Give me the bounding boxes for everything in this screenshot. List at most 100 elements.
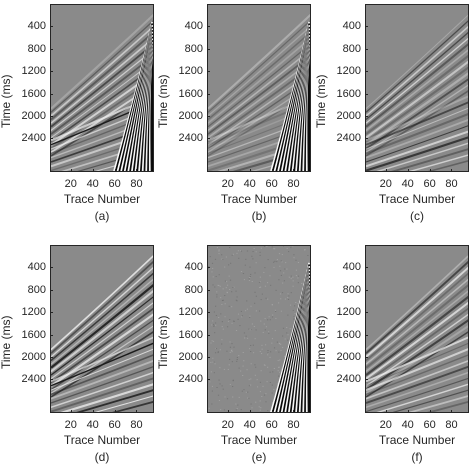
x-tick-mark <box>136 410 138 413</box>
reflection-event <box>366 354 468 395</box>
reflection-event <box>366 130 468 168</box>
reflection-event <box>51 359 153 400</box>
reflection-event <box>51 260 153 354</box>
y-tick-label: 400 <box>342 20 361 33</box>
reflection-event <box>391 148 468 171</box>
y-tick-label: 2400 <box>21 373 46 386</box>
y-tick-label: 2400 <box>178 373 203 386</box>
x-tick-label: 20 <box>64 178 77 190</box>
reflection-event <box>366 95 468 142</box>
y-tick-label: 400 <box>184 20 203 33</box>
x-tick-label: 20 <box>379 178 392 190</box>
y-tick-mark <box>50 138 53 140</box>
y-tick-label: 1200 <box>178 65 203 78</box>
x-tick-label: 40 <box>243 419 256 431</box>
x-tick-mark <box>227 169 229 172</box>
reflection-event <box>366 348 468 391</box>
reflection-event <box>366 113 468 155</box>
y-tick-label: 2400 <box>336 373 361 386</box>
y-tick-label: 2000 <box>21 110 46 122</box>
x-tick-mark <box>293 169 295 172</box>
y-tick-mark <box>50 312 53 314</box>
y-axis-label: Time (ms) <box>0 315 13 369</box>
reflection-event <box>51 319 153 391</box>
x-tick-label: 20 <box>221 178 234 190</box>
reflection-event <box>51 302 153 380</box>
reflection-event <box>94 395 153 412</box>
y-tick-label: 1600 <box>178 87 203 100</box>
reflection-event <box>51 296 153 376</box>
x-tick-mark <box>271 169 273 172</box>
y-tick-label: 800 <box>27 283 46 296</box>
y-tick-mark <box>365 379 368 381</box>
y-tick-mark <box>365 312 368 314</box>
reflection-event <box>366 371 468 408</box>
y-tick-label: 800 <box>27 42 46 55</box>
reflection-event <box>51 20 153 113</box>
y-tick-mark <box>365 289 368 291</box>
y-tick-mark <box>207 379 210 381</box>
reflection-event <box>366 136 468 171</box>
y-tick-label: 800 <box>342 42 361 55</box>
x-tick-label: 60 <box>265 419 278 431</box>
y-tick-mark <box>207 116 210 117</box>
reflection-event <box>208 26 310 117</box>
x-tick-label: 60 <box>265 178 278 190</box>
y-tick-mark <box>50 379 53 381</box>
linear-noise-event <box>307 298 310 412</box>
y-tick-label: 1600 <box>336 87 361 100</box>
y-tick-label: 2400 <box>178 132 203 145</box>
reflection-event <box>366 20 468 113</box>
y-tick-label: 1200 <box>336 306 361 319</box>
y-tick-mark <box>207 267 210 269</box>
reflection-event <box>51 313 153 387</box>
reflection-event <box>366 255 468 351</box>
x-tick-mark <box>293 410 295 413</box>
seismic-image <box>208 13 310 171</box>
reflection-event <box>366 284 468 369</box>
y-tick-mark <box>365 138 368 140</box>
y-tick-label: 1600 <box>21 87 46 100</box>
reflection-event <box>408 154 468 171</box>
reflection-event <box>51 377 153 412</box>
panel-caption: (b) <box>251 209 267 223</box>
reflection-event <box>366 72 468 146</box>
panel-caption: (a) <box>94 209 110 223</box>
seismic-plot <box>365 245 469 413</box>
reflection-event <box>51 354 153 396</box>
reflection-event <box>208 49 310 132</box>
x-tick-mark <box>451 410 453 413</box>
reflection-event <box>51 366 153 404</box>
reflection-event <box>51 31 153 121</box>
reflection-event <box>366 54 468 135</box>
reflection-event <box>51 37 153 124</box>
y-tick-label: 400 <box>27 20 46 33</box>
y-tick-mark <box>207 48 210 50</box>
y-tick-label: 2400 <box>336 132 361 145</box>
reflection-event <box>366 319 468 391</box>
x-tick-label: 60 <box>423 178 436 190</box>
reflection-event <box>51 49 153 131</box>
reflection-event <box>51 13 153 110</box>
reflection-event <box>366 272 468 362</box>
reflection-event <box>376 142 468 171</box>
reflection-event <box>366 107 468 150</box>
reflection-event <box>366 266 468 358</box>
seismic-plot <box>207 4 311 172</box>
reflection-event <box>366 78 468 150</box>
reflection-event <box>51 25 153 117</box>
reflection-event <box>366 365 468 404</box>
y-axis-label: Time (ms) <box>156 74 170 128</box>
y-tick-label: 2000 <box>336 110 361 122</box>
y-tick-mark <box>365 116 368 117</box>
y-tick-mark <box>50 26 53 28</box>
x-tick-label: 60 <box>108 178 121 190</box>
reflection-event <box>51 307 153 384</box>
x-axis-label: Trace Number <box>220 192 298 206</box>
y-tick-mark <box>50 116 53 117</box>
x-tick-mark <box>227 410 229 413</box>
y-tick-mark <box>50 48 53 50</box>
y-tick-mark <box>50 71 53 73</box>
x-tick-label: 80 <box>287 419 300 431</box>
y-tick-mark <box>365 334 368 336</box>
